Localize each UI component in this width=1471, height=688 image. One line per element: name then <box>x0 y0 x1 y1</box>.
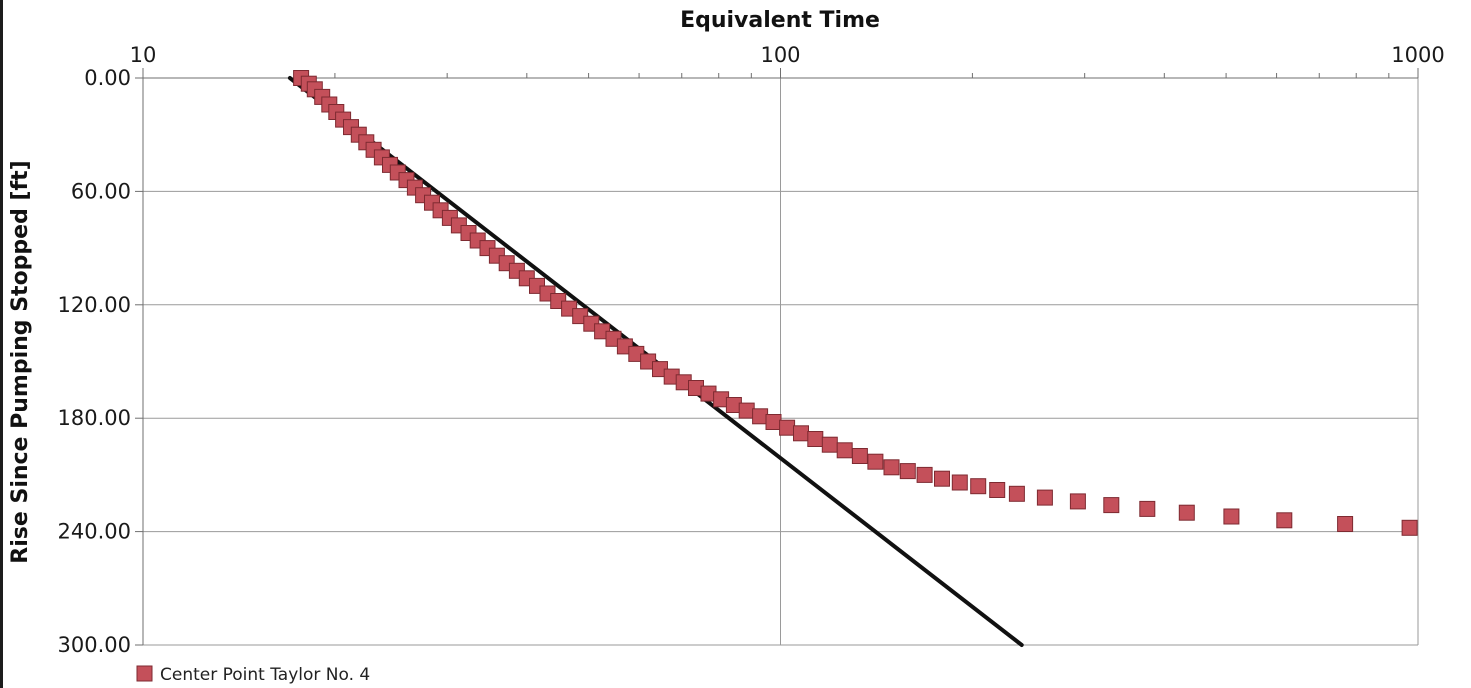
data-point <box>1276 512 1293 529</box>
data-point <box>1036 489 1053 506</box>
data-point <box>1069 493 1086 510</box>
data-point <box>916 466 933 483</box>
data-point <box>836 442 853 459</box>
grid-layer <box>142 77 1419 646</box>
data-point <box>779 419 796 436</box>
x-tick-label: 10 <box>130 43 157 67</box>
data-point <box>1178 504 1195 521</box>
data-point <box>951 474 968 491</box>
x-tick-label: 100 <box>760 43 800 67</box>
y-axis-title: Rise Since Pumping Stopped [ft] <box>8 160 33 563</box>
data-point <box>899 463 916 480</box>
data-point <box>821 436 838 453</box>
legend-label: Center Point Taylor No. 4 <box>160 665 370 685</box>
data-point <box>1223 508 1240 525</box>
data-point <box>752 408 769 425</box>
y-tick-label: 120.00 <box>58 293 131 317</box>
y-tick-label: 300.00 <box>58 633 131 657</box>
data-point <box>765 414 782 430</box>
data-point <box>738 402 755 419</box>
data-point <box>1337 516 1354 532</box>
data-point <box>1401 519 1418 536</box>
y-tick-label: 240.00 <box>58 520 131 544</box>
data-point <box>883 459 900 476</box>
data-point <box>970 478 987 495</box>
page-edge <box>0 0 3 688</box>
legend: Center Point Taylor No. 4 <box>136 665 370 685</box>
y-tick-label: 60.00 <box>71 179 131 203</box>
data-point <box>1139 500 1156 517</box>
data-point <box>1008 485 1025 502</box>
legend-swatch <box>136 665 153 682</box>
data-point <box>1103 497 1120 514</box>
data-point <box>867 453 884 470</box>
data-point <box>934 470 950 487</box>
data-point <box>807 431 824 447</box>
marker-layer <box>293 70 1418 536</box>
data-point <box>851 448 868 464</box>
axis-layer: 0.00 60.00 120.00 180.00 240.00 300.00 10 100 10… <box>58 43 1445 657</box>
data-point <box>989 482 1006 498</box>
y-tick-label: 0.00 <box>84 66 131 90</box>
x-tick-label: 1000 <box>1391 43 1444 67</box>
data-point <box>793 425 809 442</box>
y-tick-label: 180.00 <box>58 406 131 430</box>
x-axis-title: Equivalent Time <box>680 8 880 33</box>
